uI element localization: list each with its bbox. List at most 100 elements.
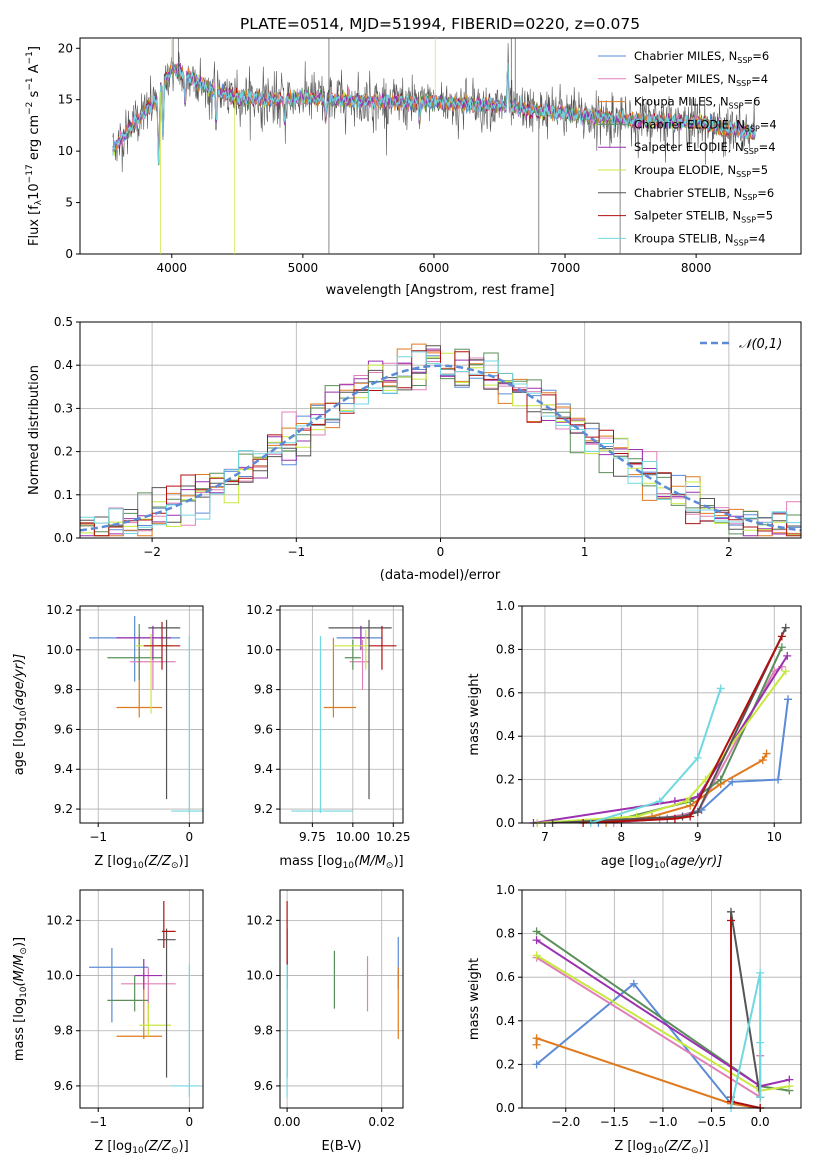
histogram-plot-area: −2 −1 0 1 2 0.0 0.1 0.2 0.3 0.4 0.5: [54, 315, 802, 559]
mw-z-marker-chabrier_miles: [629, 979, 638, 988]
spectrum-ytick-label: 20: [58, 41, 73, 55]
mw-age-marker-salpeter_elodie: [783, 651, 792, 660]
age-mass-xtick-label: 9.75: [299, 830, 326, 844]
mass-ebv-ytick-label: 10.0: [246, 969, 273, 983]
mw-z-plot-area: −2.0 −1.5 −1.0 −0.5 0.0 0.0 0.2 0.4 0.6 0.8 1.0 Z […: [467, 883, 802, 1156]
mw-z-frame: [521, 889, 802, 1109]
sun-symbol: ⊙: [171, 861, 179, 871]
legend-label-chabrier_elodie: Chabrier ELODIE, NSSP=4: [634, 117, 777, 133]
mw-z-ytick-label: 1.0: [496, 883, 515, 897]
legend-label-chabrier_miles: Chabrier MILES, NSSP=6: [634, 49, 769, 65]
spectrum-xtick-label: 8000: [681, 261, 712, 275]
spectrum-plot-area: 4000 5000 6000 7000 8000 0 5 10 15 20: [58, 37, 802, 275]
mw-age-marker-chabrier_stelib: [693, 808, 702, 817]
mass-ebv-ytick-label: 9.6: [254, 1079, 273, 1093]
mw-age-ytick-label: 0.4: [496, 729, 515, 743]
age-z-xtick-label: 0: [186, 830, 194, 844]
mass-z-ytick-label: 9.8: [54, 1024, 73, 1038]
mw-z-line-kroupa_stelib: [730, 972, 762, 1108]
mw-z-marker-chabrier_stelib: [727, 907, 736, 916]
spectrum-legend: Chabrier MILES, NSSP=6 Salpeter MILES, NS…: [598, 49, 777, 247]
mw-age-ytick-label: 0.6: [496, 686, 515, 700]
age-z-xlabel: Z [log10(Z/Z⊙)]: [94, 854, 188, 871]
age-z-ytick-label: 9.2: [54, 802, 73, 816]
mw-age-marker-kroupa_stelib: [693, 753, 702, 762]
mw-age-marker-chabrier_miles: [774, 775, 783, 784]
age-z-frame: [79, 605, 204, 824]
age-z-ytick-label: 10.2: [46, 603, 73, 617]
mw-age-marker-chabrier_elodie: [777, 643, 786, 652]
histogram-ytick-label: 0.5: [54, 315, 73, 329]
histogram-ytick-label: 0.1: [54, 488, 73, 502]
histogram-ytick-label: 0.4: [54, 358, 73, 372]
mass-ebv-xtick-label: 0.02: [368, 1115, 395, 1129]
mass-ebv-ytick-label: 9.8: [254, 1024, 273, 1038]
spectrum-frame: [79, 37, 802, 255]
mass-z-ylabel: mass [log10(M/M⊙)]: [12, 937, 29, 1061]
mw-age-marker-kroupa_elodie: [682, 797, 691, 806]
age-mass-frame: [279, 605, 404, 824]
spectrum-ytick-label: 0: [65, 247, 73, 261]
age-mass-ytick-label: 9.4: [254, 762, 273, 776]
mass-ebv-ytick-label: 10.2: [246, 913, 273, 927]
mw-z-line-chabrier_miles: [535, 982, 761, 1108]
spectrum-xlabel: wavelength [Angstrom, rest frame]: [326, 283, 555, 298]
mw-age-marker-salpeter_stelib: [777, 632, 786, 641]
age-mass-plot-area: 9.75 10.00 10.25 9.2 9.4 9.6 9.8 10.0 10.2 mass […: [246, 603, 410, 871]
mw-age-marker-chabrier_miles: [784, 695, 793, 704]
mw-age-ylabel: mass weight: [467, 673, 482, 755]
mw-age-marker-kroupa_stelib: [716, 684, 725, 693]
histogram-legend: 𝒩(0,1): [700, 337, 782, 352]
age-z-ytick-label: 9.8: [54, 683, 73, 697]
normal-legend-label: 𝒩(0,1): [739, 337, 782, 352]
mw-age-xtick-label: 8: [618, 830, 626, 844]
mass-weight-vs-age-panel: 7 8 9 10 0.0 0.2 0.4 0.6 0.8 1.0 age [log10(age/yr…: [467, 599, 802, 871]
histogram-ylabel: Normed distribution: [27, 365, 42, 495]
mw-z-marker-chabrier_elodie: [532, 927, 541, 936]
mw-z-marker-chabrier_miles: [532, 1060, 541, 1069]
mw-age-line-salpeter_stelib: [583, 635, 783, 823]
age-z-ytick-label: 9.4: [54, 762, 73, 776]
mass-ebv-plot-area: 0.00 0.02 9.6 9.8 10.0 10.2 E(B-V): [246, 889, 404, 1154]
mw-z-xlabel: Z [log10(Z/Z⊙)]: [614, 1139, 708, 1156]
spectrum-line-kroupa_stelib: [112, 61, 756, 164]
age-z-ylabel: age [log10(age/yr)]: [12, 654, 29, 776]
age-mass-xtick-label: 10.25: [376, 830, 410, 844]
legend-label-kroupa_elodie: Kroupa ELODIE, NSSP=5: [634, 163, 768, 179]
mw-z-xtick-label: −1.5: [600, 1115, 629, 1129]
histogram-xtick-label: −2: [143, 545, 161, 559]
sun-symbol: ⊙: [171, 1146, 179, 1156]
spectrum-ylabel: Flux [fλ10−17 erg cm−2 s−1 A−1]: [25, 46, 44, 246]
mw-z-line-salpeter_stelib: [730, 920, 761, 1108]
mw-age-plot-area: 7 8 9 10 0.0 0.2 0.4 0.6 0.8 1.0 age [log10(age/yr…: [467, 599, 802, 871]
mw-age-marker-kroupa_miles: [758, 756, 767, 765]
mw-age-xtick-label: 9: [694, 830, 702, 844]
mass-ebv-xlabel: E(B-V): [321, 1139, 361, 1154]
mw-z-marker-kroupa_elodie: [785, 1082, 794, 1091]
mw-z-marker-kroupa_stelib: [756, 968, 765, 977]
figure-title: PLATE=0514, MJD=51994, FIBERID=0220, z=0…: [240, 15, 640, 33]
age-z-plot-area: −1 0 9.2 9.4 9.6 9.8 10.0 10.2 Z [log10(Z/Z⊙)] ag…: [12, 603, 204, 871]
mw-age-line-salpeter_elodie: [533, 655, 789, 823]
mw-age-marker-chabrier_stelib: [781, 623, 790, 632]
mass-z-xtick-label: 0: [186, 1115, 194, 1129]
spectrum-xtick-label: 6000: [419, 261, 450, 275]
mw-z-xtick-label: −0.5: [697, 1115, 726, 1129]
age-mass-ytick-label: 9.6: [254, 722, 273, 736]
legend-label-salpeter_stelib: Salpeter STELIB, NSSP=5: [634, 209, 773, 225]
age-mass-xlabel: mass [log10(M/M⊙)]: [279, 854, 403, 871]
mw-z-marker-kroupa_elodie: [532, 951, 541, 960]
histogram-xtick-label: 0: [437, 545, 445, 559]
histogram-ytick-label: 0.0: [54, 531, 73, 545]
mw-age-marker-kroupa_miles: [762, 749, 771, 758]
mw-age-xtick-label: 10: [767, 830, 782, 844]
mw-age-marker-chabrier_miles: [728, 777, 737, 786]
mw-age-marker-chabrier_elodie: [716, 775, 725, 784]
spectrum-xtick-label: 7000: [550, 261, 581, 275]
mw-z-xtick-label: −2.0: [551, 1115, 580, 1129]
histogram-xtick-label: −1: [287, 545, 305, 559]
legend-label-chabrier_stelib: Chabrier STELIB, NSSP=6: [634, 186, 774, 202]
mw-age-ytick-label: 0.8: [496, 642, 515, 656]
mw-z-ytick-label: 0.0: [496, 1101, 515, 1115]
